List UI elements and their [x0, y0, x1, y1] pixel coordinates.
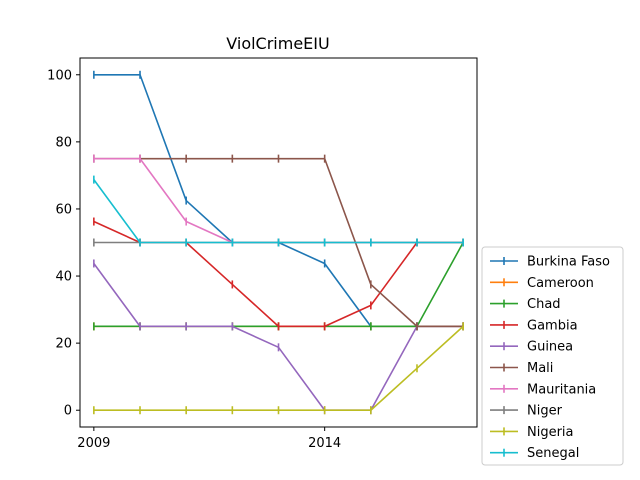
series-line	[93, 73, 464, 328]
legend: Burkina Faso Cameroon Chad Gambia Guinea Mali…	[481, 246, 624, 466]
series-chad	[93, 238, 464, 331]
legend-label: Senegal	[527, 446, 579, 461]
legend-item: Mali	[490, 361, 553, 376]
series-line	[93, 157, 464, 244]
legend-item: Chad	[490, 297, 561, 312]
series-gambia	[93, 217, 464, 331]
series-line	[93, 220, 464, 328]
series-burkina-faso	[93, 70, 464, 331]
legend-item: Mauritania	[490, 382, 596, 397]
y-tick-label: 80	[55, 135, 72, 150]
series-line	[93, 179, 464, 244]
legend-item: Niger	[490, 404, 563, 419]
legend-label: Niger	[527, 404, 563, 419]
legend-label: Gambia	[527, 318, 578, 333]
series-mauritania	[93, 154, 464, 247]
series-mali	[93, 154, 464, 331]
y-tick-label: 60	[55, 202, 72, 217]
plot-area: 0 20 40 60 80 100 2009 2014	[47, 57, 478, 451]
legend-label: Guinea	[527, 340, 573, 355]
legend-item: Burkina Faso	[490, 255, 610, 270]
legend-item: Senegal	[490, 446, 579, 461]
y-tick-label: 40	[55, 270, 72, 285]
series-guinea	[93, 259, 464, 415]
series-senegal	[93, 175, 464, 247]
y-tick-label: 20	[55, 337, 72, 352]
series-line	[93, 325, 464, 412]
series-line	[93, 262, 464, 412]
legend-item: Gambia	[490, 318, 578, 333]
legend-item: Cameroon	[490, 276, 594, 291]
legend-label: Chad	[527, 297, 561, 312]
legend-item: Guinea	[490, 340, 573, 355]
x-tick-label: 2014	[308, 436, 341, 451]
y-tick-label: 0	[64, 404, 72, 419]
legend-label: Nigeria	[527, 425, 574, 440]
x-tick-label: 2009	[77, 436, 110, 451]
legend-label: Burkina Faso	[527, 255, 610, 270]
y-tick-label: 100	[47, 68, 72, 83]
chart-title: ViolCrimeEIU	[226, 34, 329, 53]
legend-label: Mali	[527, 361, 553, 376]
legend-item: Nigeria	[490, 425, 574, 440]
series-nigeria	[93, 322, 464, 415]
axes-frame	[79, 57, 478, 428]
legend-label: Cameroon	[527, 276, 594, 291]
legend-label: Mauritania	[527, 382, 596, 397]
